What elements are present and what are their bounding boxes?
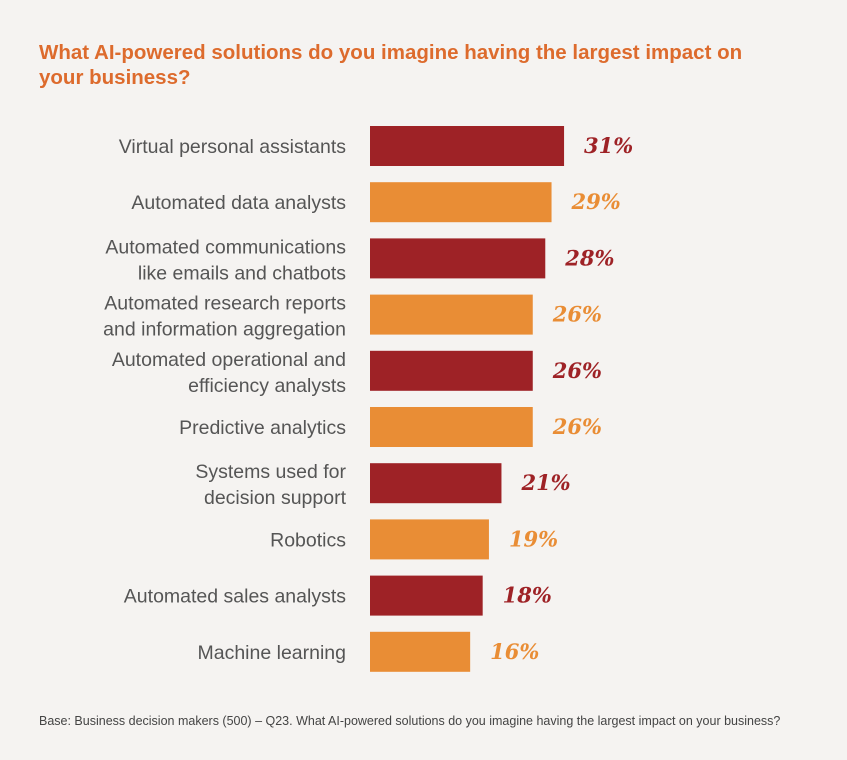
category-label: Automated communications <box>105 236 346 258</box>
footnote: Base: Business decision makers (500) – Q… <box>39 714 781 728</box>
data-label: 21% <box>520 470 570 495</box>
bar <box>370 294 533 335</box>
data-label: 26% <box>552 414 602 439</box>
category-label: Virtual personal assistants <box>119 136 347 158</box>
data-label: 16% <box>490 639 539 664</box>
data-label: 18% <box>503 583 552 608</box>
bar <box>370 519 489 560</box>
bar <box>370 126 565 166</box>
category-label: Automated operational and <box>112 349 346 371</box>
data-label: 19% <box>509 526 558 551</box>
category-label: decision support <box>204 487 347 509</box>
data-label: 26% <box>552 358 602 383</box>
category-label: Automated data analysts <box>131 192 346 214</box>
category-label: Predictive analytics <box>179 417 346 439</box>
chart-title: What AI-powered solutions do you imagine… <box>39 41 743 89</box>
category-label: Automated research reports <box>104 293 346 315</box>
bar <box>370 463 502 504</box>
bar <box>370 238 546 279</box>
category-label: like emails and chatbots <box>138 262 346 284</box>
category-label: Machine learning <box>197 642 346 664</box>
data-label: 31% <box>584 133 633 158</box>
bar-chart: 31% Virtual personal assistants 29% Automat… <box>103 126 633 672</box>
bar <box>370 407 533 447</box>
category-label: efficiency analysts <box>188 375 346 397</box>
category-label: Systems used for <box>195 461 346 483</box>
bar <box>370 631 471 672</box>
category-label: and information aggregation <box>103 319 346 341</box>
data-label: 28% <box>564 245 614 270</box>
category-label: Robotics <box>270 529 346 551</box>
category-label: Automated sales analysts <box>124 586 346 608</box>
data-label: 29% <box>571 189 621 214</box>
bar <box>370 182 552 223</box>
bar <box>370 575 483 616</box>
data-label: 26% <box>552 302 602 327</box>
bar <box>370 350 533 391</box>
